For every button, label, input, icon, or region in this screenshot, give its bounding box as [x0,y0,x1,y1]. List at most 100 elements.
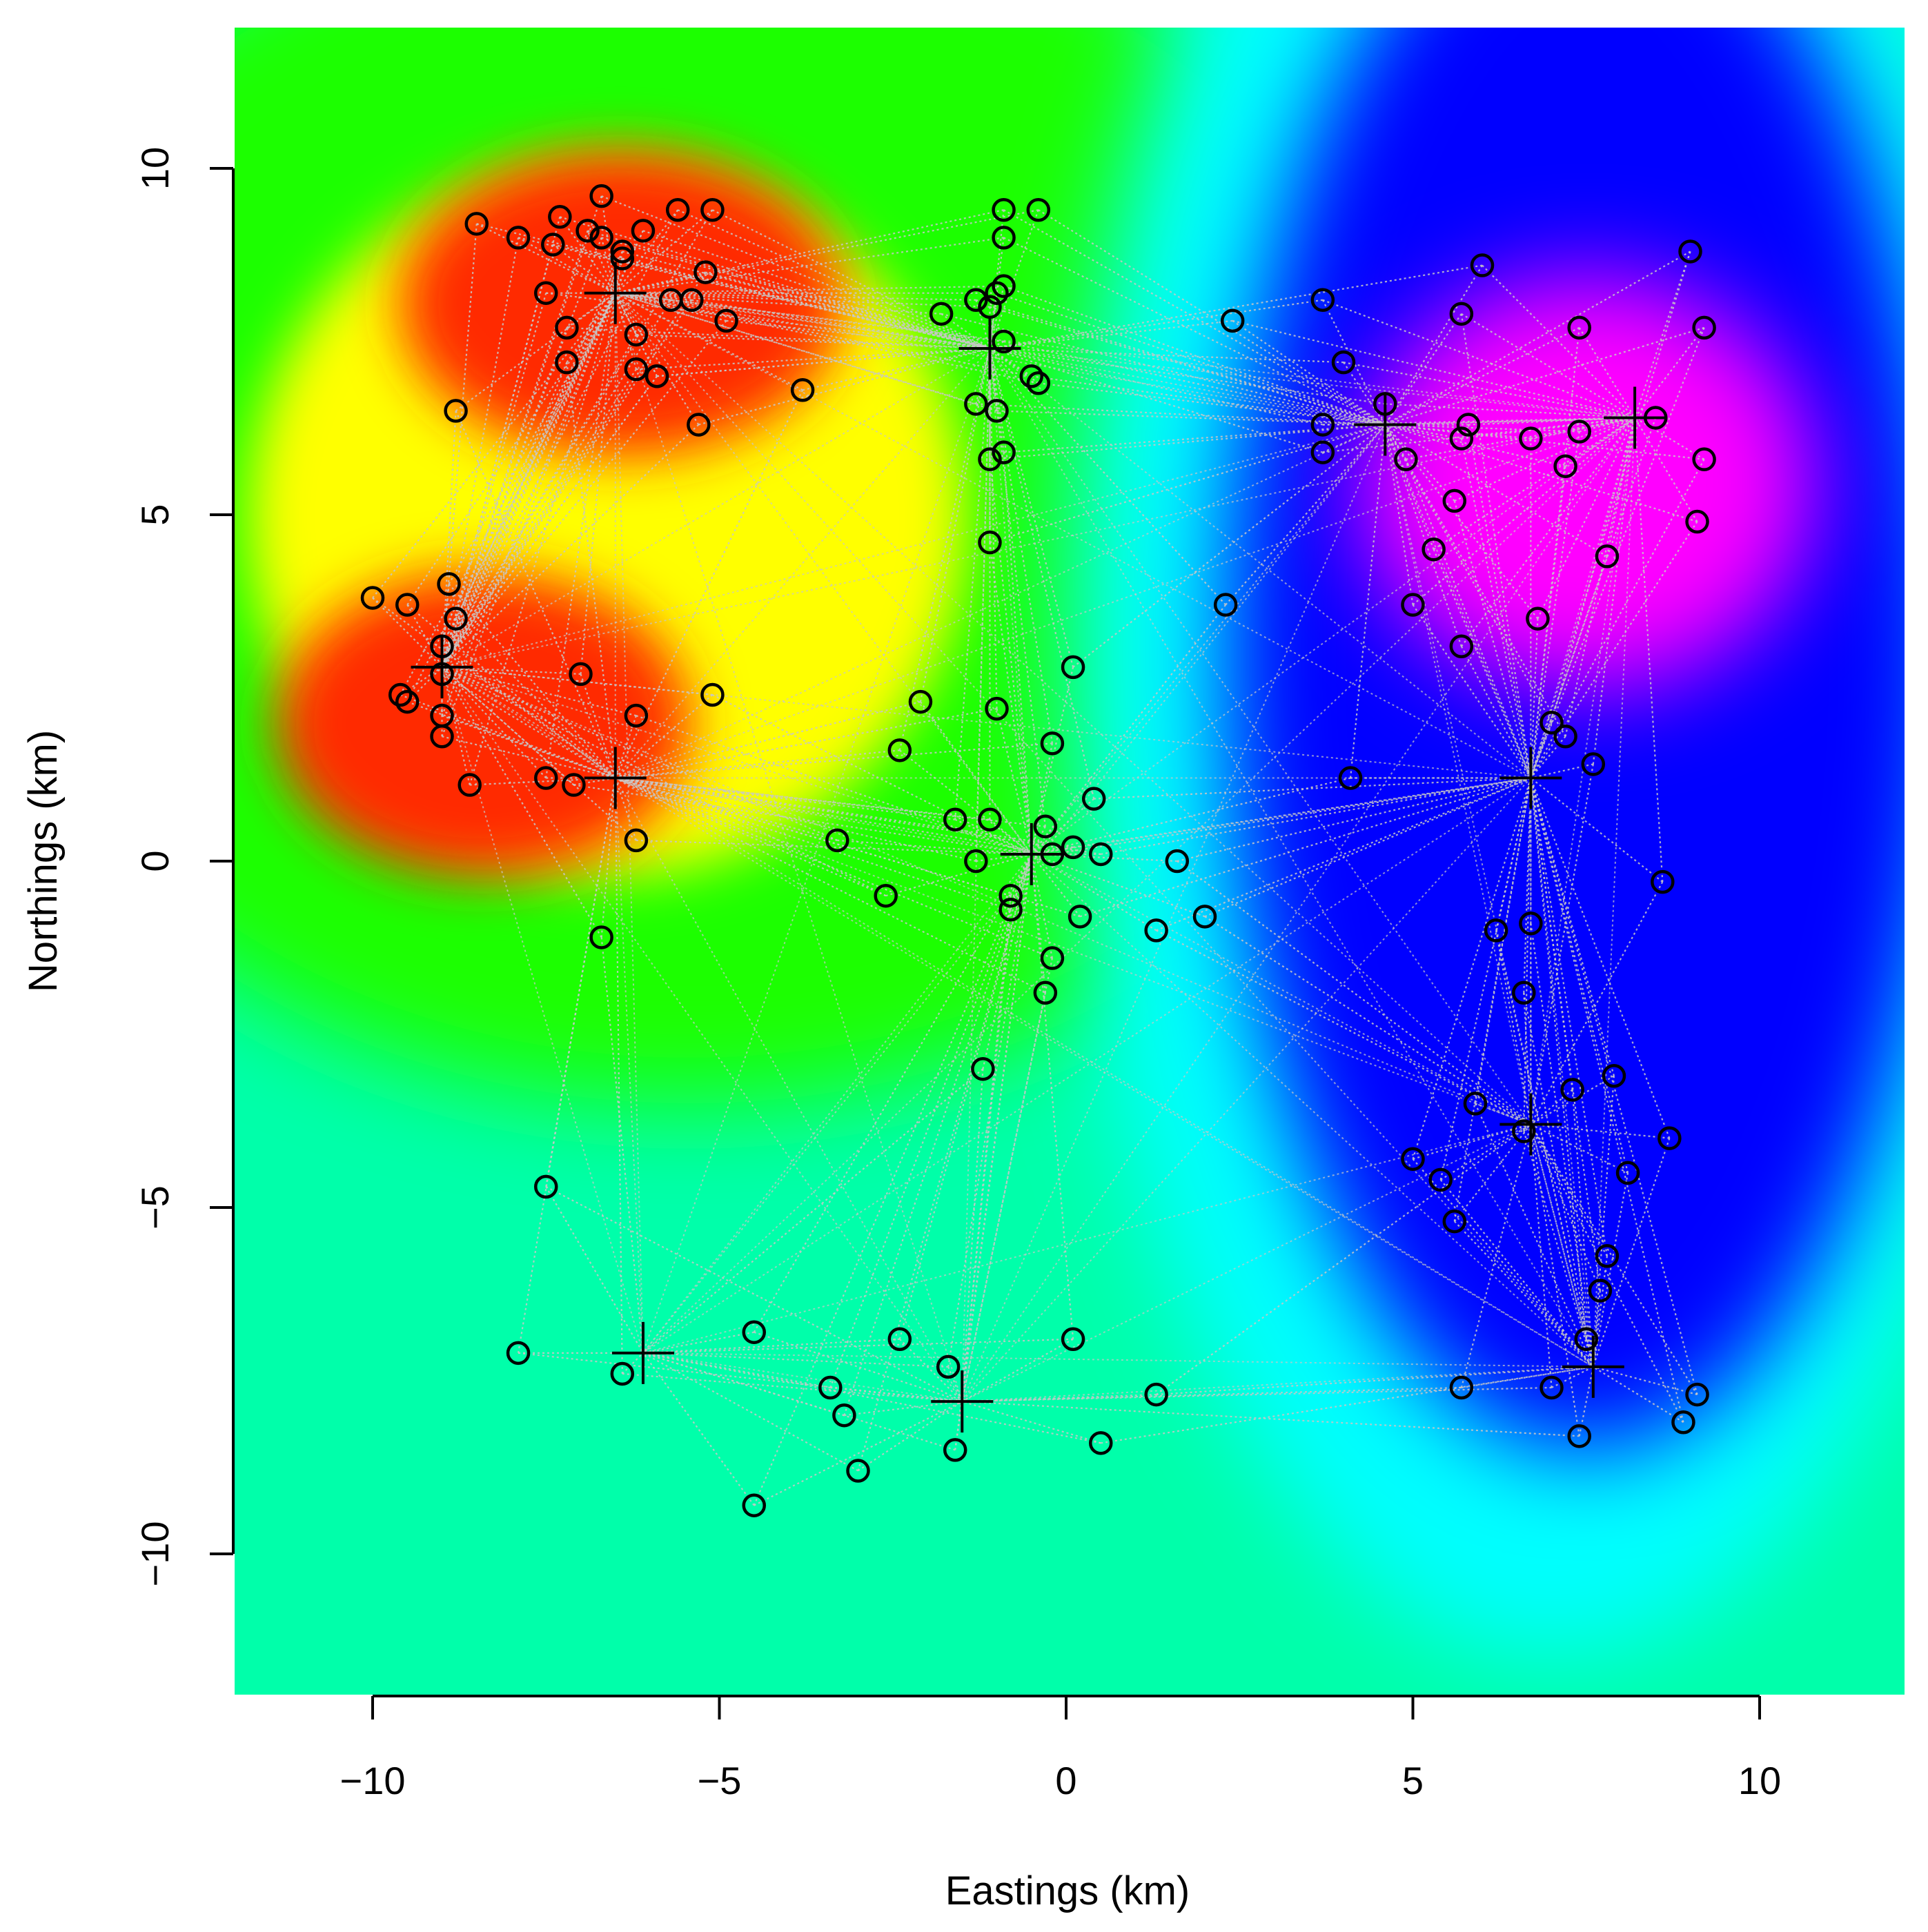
link-line [857,854,1032,1471]
data-point [506,1341,531,1366]
data-point [589,925,613,949]
link-line [441,666,887,897]
x-tick-label: 0 [1055,1759,1076,1802]
data-point [985,399,1009,423]
link-line [636,333,990,350]
link-line [615,292,1532,1125]
link-line [1531,417,1635,440]
centre-marker [1499,1093,1562,1156]
link-line [1460,1124,1532,1388]
link-line [559,216,616,294]
link-line [1551,1366,1594,1389]
data-point [1519,911,1543,936]
data-point [1615,1161,1640,1185]
link-line [1343,362,1635,419]
data-point [1678,239,1702,264]
link-line [1495,930,1532,1125]
link-line [442,736,616,779]
link-line [441,667,471,785]
link-line [1530,1123,1608,1256]
link-line [1592,417,1636,765]
link-line [615,777,1531,1125]
data-point [1449,634,1474,659]
data-point [1540,1375,1564,1400]
link-line [567,326,990,350]
link-line [642,1068,984,1354]
link-line [990,299,1324,350]
link-line [1530,923,1594,1368]
link-line [615,777,1011,911]
link-line [615,209,1004,294]
data-point [985,281,1009,305]
link-line [406,604,616,779]
link-line [954,348,991,820]
link-line [1384,424,1532,778]
data-point [1019,364,1043,388]
link-line [990,348,1635,419]
data-point [1588,1279,1613,1303]
link-line [1030,854,1081,917]
data-point [680,288,704,313]
link-line [442,715,616,779]
link-line [754,1401,963,1506]
link-line [400,293,616,696]
link-line [1413,1123,1531,1160]
colour-surface [235,28,1905,1656]
link-line [441,224,478,667]
link-line [1412,778,1532,1160]
link-line [441,667,602,938]
link-line [441,411,457,667]
data-point [1442,489,1467,513]
link-line [442,424,1386,668]
link-line [1031,853,1206,918]
link-line [441,271,707,668]
data-point [1595,1244,1620,1268]
link-line [1634,417,1705,460]
link-line [580,293,616,675]
link-line [1537,417,1636,620]
data-point [964,392,988,416]
link-line [1384,424,1566,737]
data-point [1671,1410,1695,1435]
data-point [1040,946,1065,970]
link-line [1412,417,1635,606]
centre-markers [411,262,1666,1433]
link-line [441,362,568,668]
data-point [978,530,1002,555]
link-line [726,319,990,350]
link-line [476,223,616,294]
link-line [1225,424,1386,606]
link-line [614,348,991,779]
link-line [989,348,1053,744]
link-line [1405,459,1532,778]
data-point [1595,544,1620,569]
link-line [614,293,1032,855]
link-line [441,667,547,779]
link-line [1003,340,1386,426]
link-line [990,347,1324,426]
link-line [941,313,1386,426]
link-line [615,292,1531,779]
link-line [1094,777,1531,800]
data-point [665,197,690,222]
data-point [694,260,718,284]
link-line [1530,1124,1601,1291]
link-line [975,299,991,349]
link-line [1530,466,1566,778]
link-line [1384,424,1414,605]
link-line [545,1186,644,1354]
data-point [1526,607,1550,631]
link-line [1439,778,1532,1181]
link-line [989,209,1039,349]
link-line [961,777,1532,1402]
data-point [1428,1167,1453,1192]
link-line [1204,777,1531,918]
data-point [1456,413,1481,437]
link-line [372,597,443,668]
link-line [615,292,997,412]
data-point [825,828,849,853]
link-line [615,749,900,779]
link-line [622,1372,963,1403]
link-line [947,1366,963,1402]
link-line [1593,1366,1698,1396]
